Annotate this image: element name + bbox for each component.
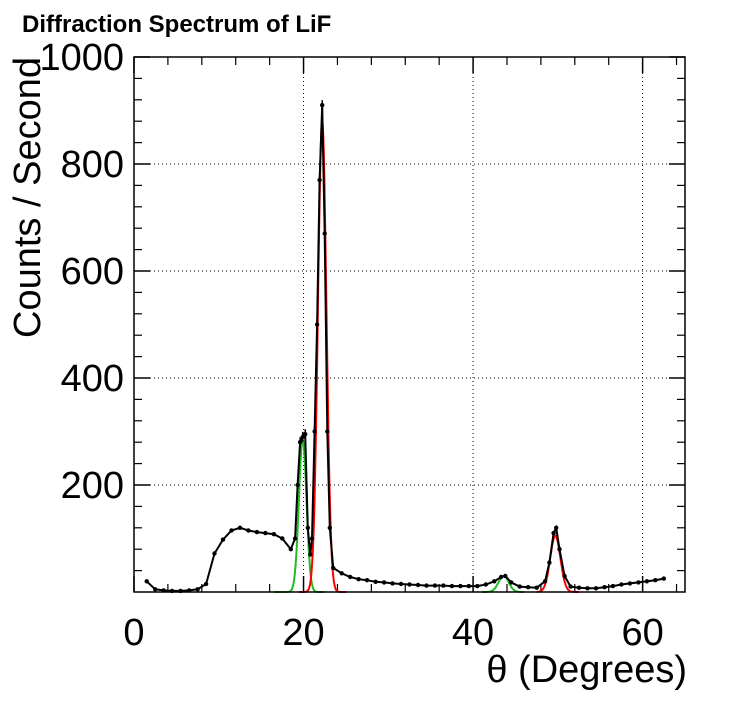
data-point: [610, 583, 616, 589]
y-tick-label: 800: [61, 144, 124, 186]
data-point: [398, 581, 404, 587]
data-point: [407, 582, 412, 587]
data-point: [292, 536, 298, 541]
data-point: [331, 565, 336, 571]
data-point: [593, 586, 599, 591]
data-point: [526, 585, 531, 590]
data-point: [237, 525, 243, 530]
data-point: [229, 528, 234, 533]
data-point: [534, 585, 539, 590]
data-point: [475, 583, 480, 589]
data-point: [627, 581, 633, 586]
data-point: [576, 585, 582, 590]
y-tick-label: 400: [61, 358, 124, 400]
data-point: [492, 579, 497, 584]
grid-lines: [134, 57, 685, 592]
data-point: [339, 571, 344, 576]
x-tick-label: 0: [123, 612, 144, 654]
y-tick-label: 1000: [39, 37, 124, 79]
data-point: [653, 578, 658, 583]
fit-curve-2: [299, 121, 346, 593]
data-point: [557, 547, 562, 552]
y-axis-label: Counts / Second: [7, 57, 49, 338]
data-point: [585, 586, 590, 591]
data-point: [195, 587, 200, 592]
axis-ticks: [133, 56, 685, 592]
data-point: [390, 581, 395, 586]
data-point: [562, 573, 567, 579]
data-point: [348, 574, 353, 580]
data-point: [503, 573, 508, 579]
data-point: [305, 525, 310, 530]
data-line: [146, 105, 664, 592]
data-point: [483, 582, 488, 587]
data-point: [144, 579, 149, 584]
data-series: [144, 100, 666, 594]
data-point: [381, 580, 387, 585]
data-point: [547, 560, 552, 565]
data-point: [498, 574, 504, 580]
data-point: [220, 537, 226, 542]
data-point: [373, 579, 378, 584]
x-tick-labels: 0 20 40 60: [123, 612, 663, 654]
data-point: [542, 579, 548, 584]
data-point: [415, 582, 421, 588]
data-point: [432, 583, 438, 588]
y-tick-label: 600: [61, 251, 124, 293]
data-point: [568, 584, 573, 589]
x-tick-label: 40: [452, 612, 494, 654]
data-point: [153, 587, 158, 592]
data-point: [644, 579, 650, 584]
data-point: [295, 482, 300, 488]
data-point: [203, 581, 209, 587]
data-point: [661, 576, 666, 581]
data-point: [356, 577, 361, 582]
data-point: [212, 551, 217, 556]
data-point: [636, 580, 641, 585]
data-point: [517, 584, 522, 589]
data-point: [308, 552, 313, 557]
data-point: [458, 583, 463, 589]
data-point: [551, 530, 556, 536]
chart-title: Diffraction Spectrum of LiF: [22, 11, 331, 38]
plot-frame: [133, 56, 686, 593]
data-point: [441, 583, 446, 588]
data-point: [466, 583, 471, 589]
data-point: [509, 580, 514, 585]
data-point: [309, 536, 315, 541]
x-tick-label: 20: [282, 612, 324, 654]
data-point: [327, 525, 332, 530]
data-point: [254, 529, 260, 535]
x-tick-label: 60: [621, 612, 663, 654]
data-point: [424, 583, 429, 588]
data-point: [602, 585, 607, 590]
data-point: [288, 547, 293, 552]
data-point: [246, 528, 251, 533]
data-point: [271, 532, 277, 537]
x-axis-label: θ (Degrees): [486, 649, 687, 691]
data-point: [280, 536, 285, 541]
y-tick-labels: 200 400 600 800 1000: [39, 37, 124, 507]
data-point: [449, 583, 455, 589]
data-point: [619, 582, 624, 587]
data-point: [263, 530, 268, 536]
data-point: [554, 525, 559, 530]
data-point: [364, 578, 370, 583]
y-tick-label: 200: [61, 465, 124, 507]
